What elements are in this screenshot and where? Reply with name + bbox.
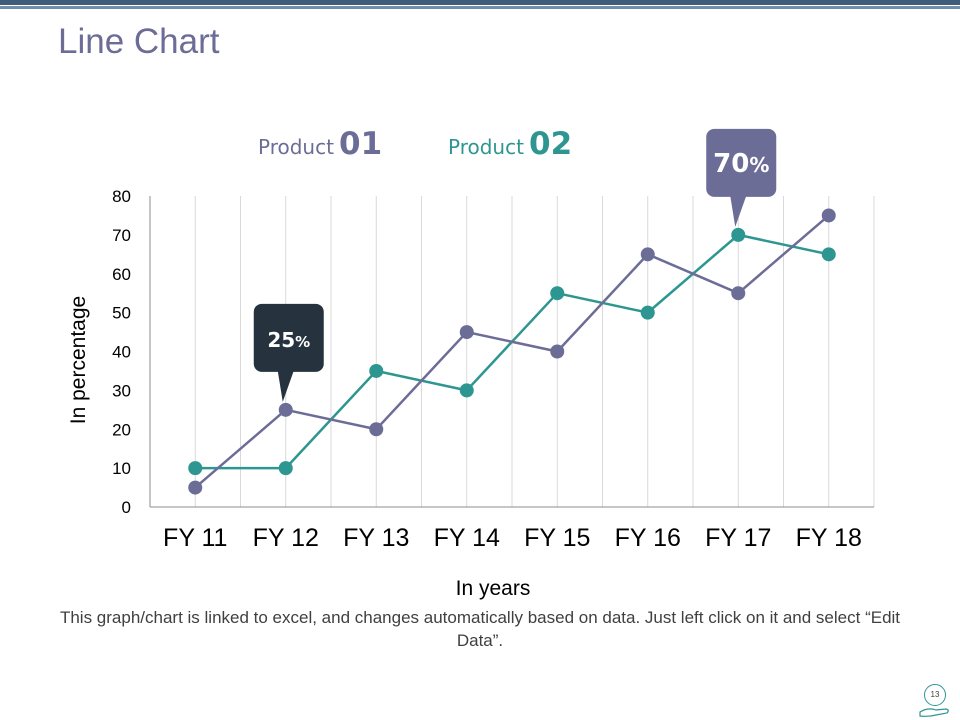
callout-label: 70% xyxy=(713,149,769,179)
data-point xyxy=(369,422,384,437)
x-tick-label: FY 18 xyxy=(796,524,862,552)
data-point xyxy=(731,286,746,301)
data-point xyxy=(188,461,203,476)
y-tick-label: 10 xyxy=(112,459,131,478)
series-2 xyxy=(188,227,836,476)
y-tick-label: 50 xyxy=(112,304,131,323)
y-axis-title: In percentage xyxy=(67,296,90,424)
callout-label: 25% xyxy=(267,328,310,352)
legend-number: 02 xyxy=(529,126,573,162)
page-number-badge: 13 xyxy=(918,682,952,717)
page-title: Line Chart xyxy=(58,22,220,61)
y-tick-label: 40 xyxy=(112,343,131,362)
data-point xyxy=(821,208,836,223)
data-point xyxy=(640,305,655,320)
callout: 70% xyxy=(706,128,777,227)
top-accent-bar-thin xyxy=(0,6,960,9)
data-point xyxy=(550,344,565,359)
data-point xyxy=(640,247,655,262)
data-point xyxy=(459,383,474,398)
callout-box xyxy=(253,303,324,372)
data-point xyxy=(731,227,746,242)
data-point xyxy=(459,325,474,340)
legend-number: 01 xyxy=(339,126,383,162)
x-tick-label: FY 11 xyxy=(163,524,227,552)
y-tick-label: 80 xyxy=(112,187,131,206)
data-point xyxy=(821,247,836,262)
legend-product-02: Product 02 xyxy=(448,126,572,162)
data-point xyxy=(278,461,293,476)
y-tick-label: 70 xyxy=(112,226,131,245)
callout-tail xyxy=(277,370,294,402)
legend-product-01: Product 01 xyxy=(258,126,382,162)
y-tick-label: 60 xyxy=(112,265,131,284)
callout: 25% xyxy=(253,303,324,402)
data-point xyxy=(369,363,384,378)
legend-label: Product xyxy=(448,135,524,159)
series-1 xyxy=(188,208,836,495)
x-tick-label: FY 16 xyxy=(615,524,681,552)
x-tick-label: FY 17 xyxy=(705,524,771,552)
legend-label: Product xyxy=(258,135,334,159)
top-accent-bar xyxy=(0,0,960,5)
data-point xyxy=(278,402,293,417)
series-line xyxy=(194,214,830,489)
hand-icon xyxy=(919,708,949,717)
page-number: 13 xyxy=(924,684,946,706)
y-tick-label: 20 xyxy=(112,420,131,439)
data-point xyxy=(188,480,203,495)
x-tick-label: FY 14 xyxy=(434,524,500,552)
callout-tail xyxy=(730,195,747,227)
x-axis-title: In years xyxy=(456,577,531,600)
data-point xyxy=(550,286,565,301)
x-tick-label: FY 13 xyxy=(343,524,409,552)
callout-box xyxy=(706,128,777,197)
y-tick-label: 0 xyxy=(122,498,131,517)
x-tick-label: FY 12 xyxy=(253,524,319,552)
y-tick-label: 30 xyxy=(112,381,131,400)
footnote: This graph/chart is linked to excel, and… xyxy=(59,608,901,650)
x-tick-label: FY 15 xyxy=(524,524,590,552)
